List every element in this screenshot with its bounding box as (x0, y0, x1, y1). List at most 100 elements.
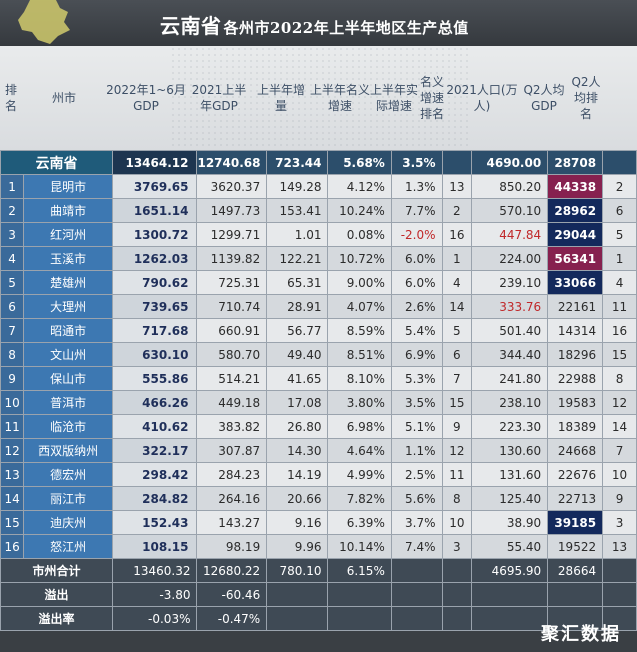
per-capita-rank-cell: 12 (602, 390, 637, 415)
nominal-rank-cell: 9 (441, 414, 473, 439)
real-growth-cell: 6.9% (390, 342, 443, 367)
gdp-2022-cell: 322.17 (111, 438, 198, 463)
population-cell: 131.60 (471, 462, 549, 487)
increase-cell: 14.19 (266, 462, 329, 487)
gdp-2021-cell: 1299.71 (196, 222, 268, 247)
table-header-bg (0, 46, 637, 150)
gdp-2022-cell: -3.80 (111, 582, 198, 607)
real-growth-cell: 5.3% (390, 366, 443, 391)
increase-cell: 65.31 (266, 270, 329, 295)
gdp-2022-cell: 13464.12 (111, 150, 198, 175)
gdp-2021-cell: 580.70 (196, 342, 268, 367)
nominal-rank-cell: 1 (441, 246, 473, 271)
real-growth-cell: 2.6% (390, 294, 443, 319)
per-capita-rank-cell: 7 (602, 438, 637, 463)
real-growth-cell: 5.6% (390, 486, 443, 511)
population-cell: 501.40 (471, 318, 549, 343)
per-capita-gdp-cell: 44338 (547, 174, 604, 199)
rank-cell: 6 (0, 294, 25, 319)
rank-cell: 15 (0, 510, 25, 535)
header-cell: 2021上半年GDP (186, 46, 252, 150)
gdp-2021-cell: 12740.68 (196, 150, 268, 175)
nominal-growth-cell: 4.64% (327, 438, 392, 463)
city-cell: 普洱市 (23, 390, 113, 415)
nominal-rank-cell: 8 (441, 486, 473, 511)
per-capita-gdp-cell: 18389 (547, 414, 604, 439)
city-cell: 临沧市 (23, 414, 113, 439)
increase-cell: 122.21 (266, 246, 329, 271)
gdp-2022-cell: 630.10 (111, 342, 198, 367)
nominal-growth-cell: 6.15% (327, 558, 392, 583)
footer-row-overflow: 溢出 -3.80 -60.46 (0, 582, 637, 607)
increase-cell: 153.41 (266, 198, 329, 223)
population-cell: 125.40 (471, 486, 549, 511)
city-cell: 楚雄州 (23, 270, 113, 295)
gdp-2022-cell: 555.86 (111, 366, 198, 391)
table-row: 2 曲靖市 1651.14 1497.73 153.41 10.24% 7.7% 2 570.1… (0, 198, 637, 223)
header-label: 2021人口(万人) (446, 83, 518, 113)
increase-cell: 49.40 (266, 342, 329, 367)
per-capita-gdp-cell: 33066 (547, 270, 604, 295)
rank-cell: 9 (0, 366, 25, 391)
increase-cell (266, 606, 329, 631)
city-cell: 怒江州 (23, 534, 113, 559)
city-cell: 德宏州 (23, 462, 113, 487)
increase-cell (266, 582, 329, 607)
per-capita-gdp-cell: 22713 (547, 486, 604, 511)
nominal-growth-cell: 8.59% (327, 318, 392, 343)
nominal-rank-cell (441, 558, 473, 583)
city-cell: 丽江市 (23, 486, 113, 511)
nominal-growth-cell: 4.12% (327, 174, 392, 199)
rank-cell: 5 (0, 270, 25, 295)
per-capita-gdp-cell: 28708 (547, 150, 604, 175)
table-row: 5 楚雄州 790.62 725.31 65.31 9.00% 6.0% 4 239.10 330… (0, 270, 637, 295)
nominal-rank-cell: 3 (441, 534, 473, 559)
real-growth-cell (390, 606, 443, 631)
population-cell: 241.80 (471, 366, 549, 391)
table-row: 8 文山州 630.10 580.70 49.40 8.51% 6.9% 6 344.40 182… (0, 342, 637, 367)
footer-row-overflow-rate: 溢出率 -0.03% -0.47% (0, 606, 637, 631)
gdp-2021-cell: 660.91 (196, 318, 268, 343)
per-capita-rank-cell: 1 (602, 246, 637, 271)
gdp-2021-cell: 383.82 (196, 414, 268, 439)
per-capita-rank-cell: 8 (602, 366, 637, 391)
real-growth-cell: 6.0% (390, 270, 443, 295)
nominal-rank-cell (441, 582, 473, 607)
per-capita-gdp-cell: 19583 (547, 390, 604, 415)
increase-cell: 723.44 (266, 150, 329, 175)
gdp-2022-cell: 3769.65 (111, 174, 198, 199)
table-row: 15 迪庆州 152.43 143.27 9.16 6.39% 3.7% 10 38.90 391… (0, 510, 637, 535)
rank-cell: 7 (0, 318, 25, 343)
header-cell: 上半年名义增速 (310, 46, 370, 150)
gdp-2021-cell: -0.47% (196, 606, 268, 631)
real-growth-cell: 3.7% (390, 510, 443, 535)
header-cell: 名义增速排名 (418, 46, 446, 150)
rank-cell: 4 (0, 246, 25, 271)
gdp-2022-cell: -0.03% (111, 606, 198, 631)
per-capita-gdp-cell: 19522 (547, 534, 604, 559)
nominal-rank-cell: 14 (441, 294, 473, 319)
population-cell: 4695.90 (471, 558, 549, 583)
header-label: 名义增速排名 (419, 75, 444, 121)
rank-cell: 8 (0, 342, 25, 367)
rank-cell: 16 (0, 534, 25, 559)
nominal-growth-cell: 10.24% (327, 198, 392, 223)
gdp-2022-cell: 790.62 (111, 270, 198, 295)
per-capita-gdp-cell: 14314 (547, 318, 604, 343)
rank-cell: 12 (0, 438, 25, 463)
gdp-2021-cell: -60.46 (196, 582, 268, 607)
header-cell: Q2人均GDP (518, 46, 570, 150)
table-row: 9 保山市 555.86 514.21 41.65 8.10% 5.3% 7 241.80 229… (0, 366, 637, 391)
yunnan-map-icon (18, 0, 70, 44)
per-capita-rank-cell: 4 (602, 270, 637, 295)
gdp-2021-cell: 12680.22 (196, 558, 268, 583)
gdp-2022-cell: 1300.72 (111, 222, 198, 247)
per-capita-rank-cell (602, 150, 637, 175)
population-cell (471, 606, 549, 631)
increase-cell: 780.10 (266, 558, 329, 583)
gdp-table: 云南省 13464.12 12740.68 723.44 5.68% 3.5% 4690.0… (0, 150, 637, 631)
per-capita-gdp-cell (547, 582, 604, 607)
gdp-2022-cell: 13460.32 (111, 558, 198, 583)
nominal-rank-cell: 5 (441, 318, 473, 343)
